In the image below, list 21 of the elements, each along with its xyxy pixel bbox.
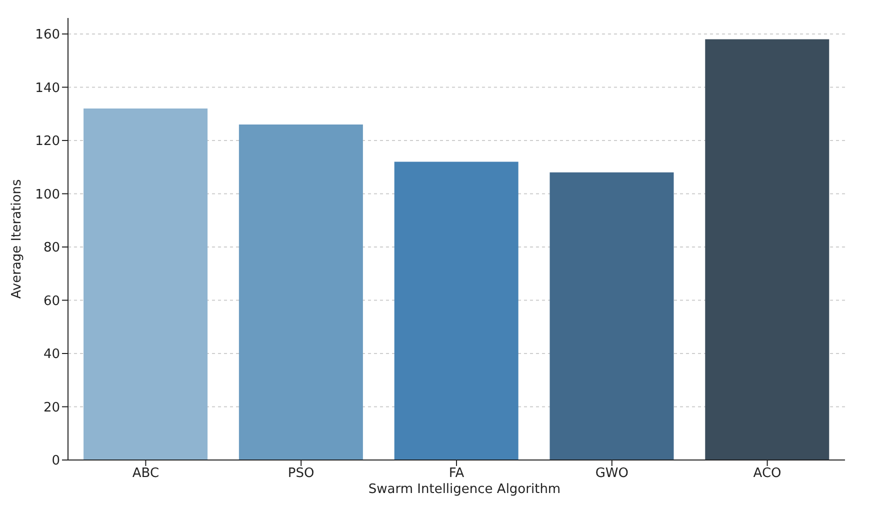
x-tick-label: ACO [753,466,782,482]
x-tick-label: GWO [595,466,628,482]
bar [550,172,674,460]
x-tick-label: PSO [288,466,314,482]
y-tick-label: 20 [43,400,60,416]
x-tick-label: FA [448,466,464,482]
x-axis-title: Swarm Intelligence Algorithm [367,482,562,497]
y-axis-title: Average Iterations [10,179,25,299]
bar [394,162,518,460]
bar [705,39,830,460]
y-tick-label: 0 [52,454,60,469]
bar [238,124,363,460]
y-tick-label: 100 [35,187,60,202]
y-tick-label: 60 [43,294,60,309]
y-tick-label: 80 [43,240,60,256]
bar [84,108,208,460]
y-tick-label: 140 [35,80,60,96]
y-tick-label: 160 [35,28,60,43]
x-tick-label: ABC [132,466,160,482]
y-tick-label: 40 [43,347,60,362]
y-tick-label: 120 [35,134,60,150]
